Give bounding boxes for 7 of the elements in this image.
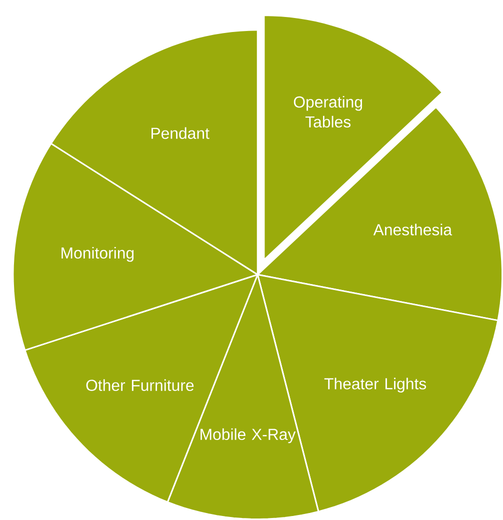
slice-label: Monitoring [62,246,134,262]
slice-label: Other Furniture [86,379,194,391]
slice-label: Anesthesia [373,224,452,236]
slice-label: Pendant [152,127,210,139]
slice-label: Theater Lights [324,378,426,393]
slice-label: Operating Tables [294,96,362,128]
slice-label: Mobile X-Ray [200,428,296,444]
